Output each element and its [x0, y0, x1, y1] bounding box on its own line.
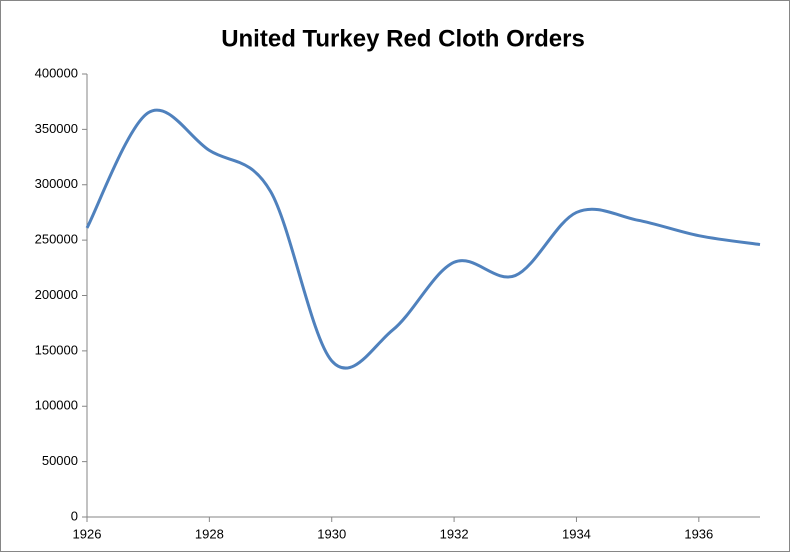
x-tick-label: 1928 [195, 526, 224, 541]
data-line [85, 108, 761, 370]
x-tick-label: 1932 [440, 526, 469, 541]
x-tick-label: 1934 [562, 526, 591, 541]
y-tick-label: 350000 [35, 121, 78, 136]
chart-title: United Turkey Red Cloth Orders [221, 25, 585, 52]
y-tick-label: 200000 [35, 287, 78, 302]
y-tick-label: 100000 [35, 398, 78, 413]
y-tick-label: 300000 [35, 176, 78, 191]
y-tick-label: 400000 [35, 65, 78, 80]
x-tick-label: 1930 [317, 526, 346, 541]
y-tick-label: 0 [71, 508, 78, 523]
x-tick-label: 1936 [684, 526, 713, 541]
y-tick-label: 250000 [35, 232, 78, 247]
y-tick-label: 150000 [35, 342, 78, 357]
x-tick-label: 1926 [73, 526, 102, 541]
y-tick-label: 50000 [42, 453, 78, 468]
